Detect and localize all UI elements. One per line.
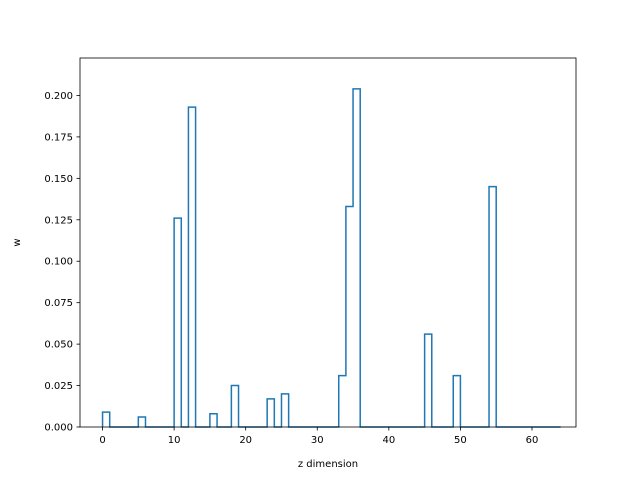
x-tick-label: 30: [311, 435, 324, 446]
y-axis-ticks: 0.000 0.025 0.050 0.075 0.100 0.125 0.150 0.175…: [44, 91, 80, 434]
y-tick-label: 0.125: [44, 215, 73, 226]
x-tick-label: 10: [168, 435, 181, 446]
x-tick-label: 0: [99, 435, 105, 446]
y-tick-label: 0.050: [44, 340, 73, 351]
x-tick-label: 50: [454, 435, 467, 446]
y-tick-label: 0.075: [44, 298, 73, 309]
y-tick-label: 0.175: [44, 132, 73, 143]
y-axis-label: w: [12, 238, 23, 246]
y-tick-label: 0.200: [44, 91, 73, 102]
x-axis-label: z dimension: [298, 459, 358, 470]
y-tick-label: 0.150: [44, 174, 73, 185]
x-tick-label: 60: [526, 435, 539, 446]
axes-frame: [79, 57, 577, 428]
y-tick-label: 0.025: [44, 381, 73, 392]
x-tick-label: 20: [239, 435, 252, 446]
x-tick-label: 40: [382, 435, 395, 446]
x-axis-ticks: 0 10 20 30 40 50 60: [99, 427, 538, 446]
y-tick-label: 0.000: [44, 423, 73, 434]
y-tick-label: 0.100: [44, 257, 73, 268]
